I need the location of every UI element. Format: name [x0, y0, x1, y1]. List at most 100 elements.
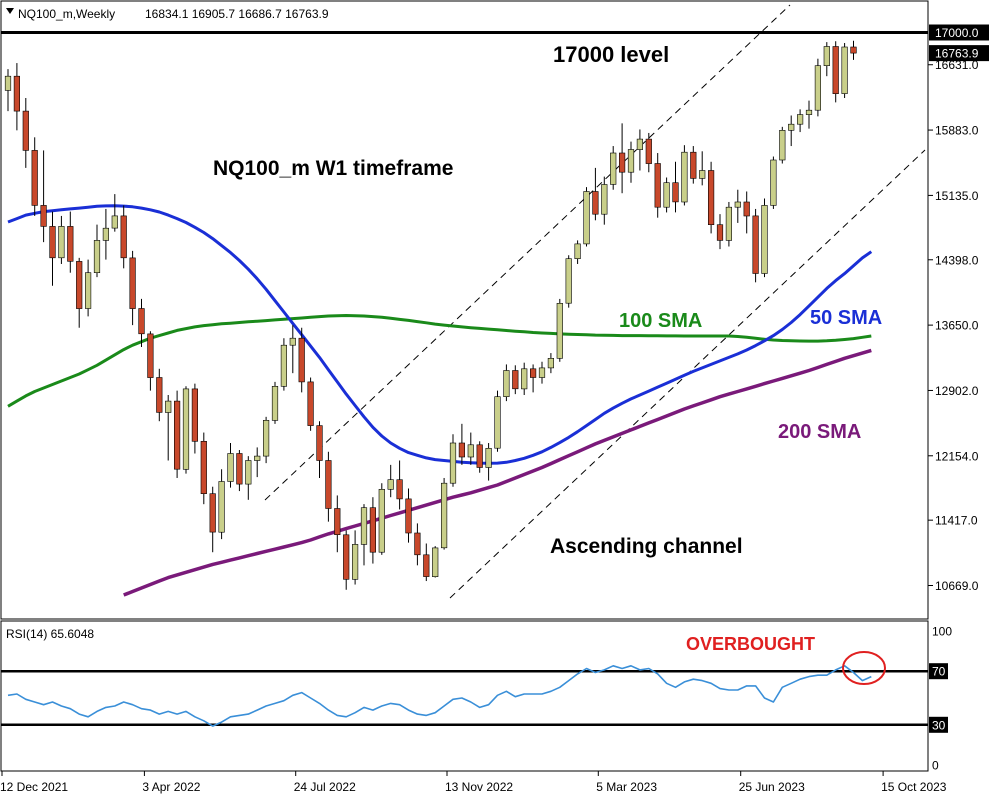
- candle: [832, 41, 839, 103]
- candle: [4, 69, 12, 112]
- candle: [583, 187, 590, 247]
- candle: [503, 364, 510, 402]
- candle-body: [788, 123, 795, 131]
- overbought-annotation: OVERBOUGHT: [686, 634, 815, 654]
- sma200-path: [123, 348, 872, 597]
- candle: [627, 141, 635, 183]
- candle: [485, 443, 492, 481]
- channel-upper-line: [264, 4, 791, 501]
- price-tick-label: 12154.0: [935, 449, 979, 463]
- candle: [49, 211, 56, 286]
- candle-body: [245, 460, 252, 485]
- candle: [218, 469, 225, 540]
- sma100-annotation: 100 SMA: [619, 310, 702, 332]
- price-axis: 17000.0 16631.0 15883.0 15135.0 14398.0 13650…: [928, 24, 989, 593]
- candle-body: [49, 226, 56, 259]
- candle: [734, 189, 741, 223]
- candle: [752, 208, 759, 283]
- candle: [618, 123, 626, 194]
- candle: [138, 298, 145, 347]
- candle-body: [618, 152, 626, 173]
- candle: [191, 383, 199, 454]
- candle-body: [280, 344, 288, 387]
- candle: [200, 432, 207, 505]
- candle: [165, 394, 172, 461]
- candle-body: [174, 400, 181, 470]
- candle: [369, 497, 377, 564]
- price-tick-label: 15135.0: [935, 189, 979, 203]
- candle-body: [761, 205, 768, 274]
- candle: [182, 386, 190, 474]
- candle-body: [743, 201, 750, 217]
- candle-body: [423, 554, 430, 577]
- candle: [521, 362, 528, 395]
- candle-body: [414, 532, 421, 556]
- time-tick-label: 24 Jul 2022: [294, 780, 356, 794]
- candle-body: [31, 150, 38, 206]
- candle-body: [556, 302, 563, 359]
- candle-body: [93, 240, 101, 273]
- candle-body: [690, 151, 697, 179]
- candle: [458, 423, 466, 465]
- candle: [574, 240, 581, 264]
- candle-body: [4, 75, 12, 91]
- candle: [556, 298, 563, 362]
- candle-body: [716, 224, 724, 241]
- candle: [156, 368, 163, 422]
- candle: [770, 156, 777, 209]
- candle: [690, 146, 697, 184]
- sma200-line: [123, 348, 872, 597]
- rsi-title: RSI(14) 65.6048: [6, 627, 94, 641]
- candle-body: [627, 149, 635, 173]
- time-tick-label: 12 Dec 2021: [0, 780, 68, 794]
- candle-body: [316, 425, 323, 461]
- candle: [725, 201, 732, 247]
- price-tick-label: 11417.0: [935, 514, 978, 528]
- symbol-label: NQ100_m,Weekly: [18, 7, 115, 21]
- candle: [512, 365, 519, 395]
- candle: [681, 145, 688, 206]
- candle: [850, 40, 857, 60]
- candle: [396, 460, 403, 510]
- candle-body: [191, 388, 199, 442]
- candle: [85, 259, 92, 317]
- candle-body: [76, 261, 83, 309]
- candle: [334, 495, 341, 553]
- candle: [529, 364, 537, 393]
- rsi-tick-label: 30: [932, 718, 946, 732]
- candle-body: [111, 215, 118, 229]
- candle-body: [289, 337, 296, 346]
- candle: [716, 214, 724, 250]
- candle: [449, 434, 457, 487]
- candle: [761, 198, 768, 278]
- current-price-tag: [929, 45, 989, 62]
- price-tick-label: 13650.0: [935, 319, 979, 333]
- candle: [707, 161, 715, 234]
- price-tick-label: 15883.0: [935, 124, 979, 138]
- candle-body: [583, 191, 590, 245]
- candle: [743, 191, 750, 234]
- candle-body: [298, 337, 305, 383]
- candle-body: [343, 534, 350, 580]
- menu-triangle-icon[interactable]: [6, 8, 14, 14]
- candle-body: [369, 507, 377, 553]
- candle: [467, 432, 474, 465]
- candle-body: [752, 215, 759, 274]
- candle-body: [449, 442, 457, 484]
- candle-body: [654, 163, 661, 208]
- candle-body: [40, 205, 47, 227]
- candle-body: [592, 191, 599, 215]
- candle: [699, 151, 706, 186]
- candle-body: [13, 75, 21, 112]
- candle: [316, 421, 323, 478]
- candle-body: [770, 159, 777, 206]
- candle: [325, 451, 332, 522]
- rsi-tick-label: 0: [932, 759, 939, 773]
- candle-body: [138, 308, 145, 335]
- candle: [645, 132, 652, 173]
- candle-body: [156, 377, 163, 413]
- candle-body: [699, 170, 706, 179]
- candle-body: [805, 109, 813, 115]
- candle-body: [85, 272, 92, 309]
- main-chart-frame: [0, 0, 929, 620]
